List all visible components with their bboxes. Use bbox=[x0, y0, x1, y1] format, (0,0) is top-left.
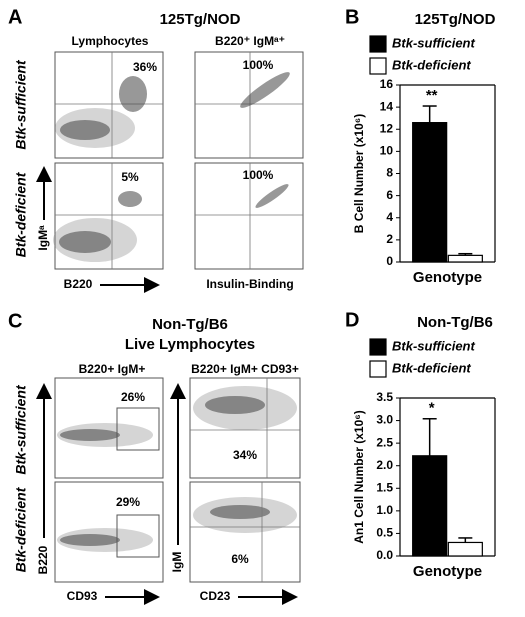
panel-label: B bbox=[345, 6, 359, 28]
chart-title: Non-Tg/B6 bbox=[417, 314, 493, 331]
x-axis-label: Genotype bbox=[413, 269, 482, 286]
y-tick-label: 3.5 bbox=[376, 390, 393, 404]
legend-swatch bbox=[369, 57, 387, 75]
y-tick-label: 6 bbox=[386, 188, 393, 202]
gate-percent: 29% bbox=[116, 495, 140, 509]
legend-swatch bbox=[369, 360, 387, 378]
y-axis-label: IgM bbox=[170, 552, 184, 573]
gate-percent: 100% bbox=[243, 168, 274, 182]
gate-percent: 6% bbox=[231, 552, 249, 566]
y-tick-label: 14 bbox=[380, 99, 394, 113]
column-label: Lymphocytes bbox=[72, 34, 149, 48]
y-tick-label: 4 bbox=[386, 210, 393, 224]
legend-label: Btk-deficient bbox=[392, 360, 471, 375]
significance: * bbox=[429, 400, 435, 417]
y-tick-label: 0.0 bbox=[376, 548, 393, 562]
y-tick-label: 0 bbox=[386, 254, 393, 268]
bar bbox=[412, 455, 448, 557]
gate-percent: 26% bbox=[121, 390, 145, 404]
y-tick-label: 10 bbox=[380, 144, 394, 158]
y-axis-label: An1 Cell Number (x10⁶) bbox=[352, 410, 366, 544]
y-tick-label: 2.5 bbox=[376, 435, 393, 449]
gate-percent: 34% bbox=[233, 448, 257, 462]
bar bbox=[447, 254, 483, 263]
chart-title: 125Tg/NOD bbox=[415, 11, 496, 28]
flow-plots bbox=[53, 51, 304, 270]
legend-label: Btk-sufficient bbox=[392, 35, 475, 50]
flow-plots bbox=[54, 377, 301, 583]
y-tick-label: 12 bbox=[380, 121, 394, 135]
y-axis-label: IgMᵃ bbox=[36, 225, 50, 251]
x-axis-label: CD23 bbox=[200, 589, 231, 603]
significance: ** bbox=[426, 87, 438, 104]
y-tick-label: 2.0 bbox=[376, 458, 393, 472]
y-tick-label: 2 bbox=[386, 232, 393, 246]
y-axis-label: B Cell Number (x10⁶) bbox=[352, 114, 366, 234]
row-label: Btk-deficient bbox=[13, 486, 29, 572]
x-axis-label: Genotype bbox=[413, 563, 482, 580]
x-axis-label: CD93 bbox=[67, 589, 98, 603]
legend-swatch bbox=[369, 338, 387, 356]
y-tick-label: 1.5 bbox=[376, 480, 393, 494]
column-label: B220+ IgM+ bbox=[79, 362, 146, 376]
column-label: B220⁺ IgMᵃ⁺ bbox=[215, 34, 285, 48]
legend-swatch bbox=[369, 35, 387, 53]
y-tick-label: 16 bbox=[380, 77, 394, 91]
panel-title: 125Tg/NOD bbox=[160, 11, 241, 28]
row-label: Btk-sufficient bbox=[13, 59, 29, 150]
gate-percent: 36% bbox=[133, 60, 157, 74]
y-tick-label: 8 bbox=[386, 166, 393, 180]
gate-percent: 100% bbox=[243, 58, 274, 72]
y-axis-label: B220 bbox=[36, 545, 50, 574]
panel-label: D bbox=[345, 309, 359, 331]
column-label: B220+ IgM+ CD93+ bbox=[191, 362, 299, 376]
bar bbox=[412, 122, 448, 263]
bar bbox=[447, 541, 483, 557]
y-tick-label: 0.5 bbox=[376, 526, 393, 540]
row-label: Btk-deficient bbox=[13, 171, 29, 257]
panel-title: Non-Tg/B6 bbox=[152, 316, 228, 333]
panel-subtitle: Live Lymphocytes bbox=[125, 336, 255, 353]
legend-label: Btk-deficient bbox=[392, 57, 471, 72]
y-tick-label: 1.0 bbox=[376, 503, 393, 517]
row-label: Btk-sufficient bbox=[13, 384, 29, 475]
x-axis-label: Insulin-Binding bbox=[206, 277, 293, 291]
y-tick-label: 3.0 bbox=[376, 413, 393, 427]
panel-label: A bbox=[8, 6, 22, 28]
legend-label: Btk-sufficient bbox=[392, 338, 475, 353]
panel-label: C bbox=[8, 310, 22, 332]
x-axis-label: B220 bbox=[64, 277, 93, 291]
gate-percent: 5% bbox=[121, 170, 139, 184]
